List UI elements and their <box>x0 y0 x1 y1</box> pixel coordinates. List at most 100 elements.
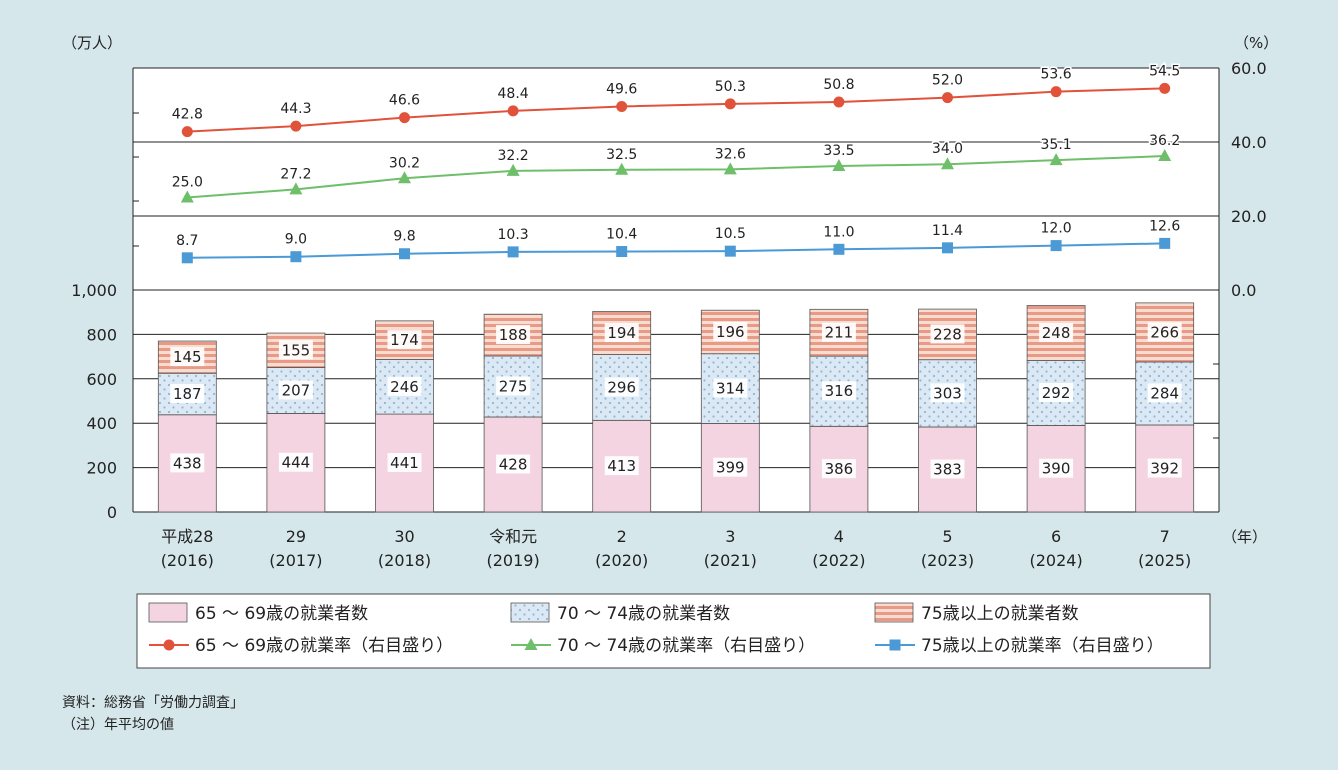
footnote: （注）年平均の値 <box>62 717 174 733</box>
bar-data-label: 246 <box>390 378 419 396</box>
x-tick-label: 7 <box>1160 527 1170 546</box>
x-tick-label: 平成28 <box>161 527 213 546</box>
left-tick-label: 800 <box>86 325 117 344</box>
bar-label-bg <box>713 321 748 341</box>
bar-label-bg <box>387 453 422 473</box>
x-tick-label-year: (2020) <box>595 551 648 570</box>
right-axis-unit: （%） <box>1234 34 1278 52</box>
legend-label-bar-75-plus: 75歳以上の就業者数 <box>921 604 1079 624</box>
bar-data-label: 196 <box>716 323 745 341</box>
line-data-label: 50.3 <box>715 79 746 95</box>
marker-circle <box>507 105 519 117</box>
bar-label-bg <box>170 384 205 404</box>
bar-label-bg <box>1039 383 1074 403</box>
line-data-label: 30.2 <box>389 155 420 171</box>
x-tick-label: 29 <box>286 527 306 546</box>
marker-circle <box>616 100 628 112</box>
left-tick-label: 400 <box>86 414 117 433</box>
right-tick-label: 60.0 <box>1231 59 1267 78</box>
x-tick-label: 30 <box>394 527 414 546</box>
x-tick-label: 5 <box>942 527 952 546</box>
marker-circle <box>1159 82 1171 94</box>
line-data-label: 32.6 <box>715 146 746 162</box>
x-tick-label: 令和元 <box>489 527 537 546</box>
bar-label-bg <box>930 459 965 479</box>
legend-label-bar-70-74: 70 ～ 74歳の就業者数 <box>557 604 730 624</box>
x-tick-label-year: (2024) <box>1029 551 1082 570</box>
marker-triangle <box>506 163 520 176</box>
bar-data-label: 248 <box>1042 324 1071 342</box>
bar-label-bg <box>713 378 748 398</box>
bar-data-label: 292 <box>1042 384 1071 402</box>
bar-label-bg <box>278 340 313 360</box>
bar-data-label: 386 <box>825 460 854 478</box>
bar-data-label: 316 <box>825 382 854 400</box>
bar-data-label: 188 <box>499 326 528 344</box>
bar-label-bg <box>821 322 856 342</box>
bar-65-69 <box>809 425 869 513</box>
marker-circle <box>1050 86 1062 98</box>
left-tick-label: 200 <box>86 459 117 478</box>
bar-data-label: 303 <box>933 384 962 402</box>
bar-data-label: 207 <box>282 381 311 399</box>
x-tick-label-year: (2023) <box>921 551 974 570</box>
x-tick-label: 2 <box>617 527 627 546</box>
bar-label-bg <box>604 323 639 343</box>
bar-data-label: 228 <box>933 325 962 343</box>
legend-box <box>136 593 1211 669</box>
line-data-label: 52.0 <box>932 73 963 89</box>
x-tick-label-year: (2017) <box>269 551 322 570</box>
marker-circle <box>833 96 845 108</box>
line-data-label: 12.6 <box>1149 218 1180 234</box>
bar-data-label: 275 <box>499 377 528 395</box>
line-data-label: 49.6 <box>606 81 637 97</box>
x-tick-label: 3 <box>725 527 735 546</box>
bar-data-label: 441 <box>390 454 419 472</box>
marker-square <box>181 252 193 264</box>
x-tick-label-year: (2016) <box>161 551 214 570</box>
left-axis-unit: （万人） <box>62 34 122 52</box>
marker-circle <box>290 120 302 132</box>
bar-label-bg <box>387 330 422 350</box>
line-data-label: 36.2 <box>1149 133 1180 149</box>
line-data-label: 10.4 <box>606 227 637 243</box>
bar-label-bg <box>1147 383 1182 403</box>
bar-label-bg <box>930 383 965 403</box>
marker-triangle <box>1049 153 1063 166</box>
legend-swatch-bar-70-74 <box>510 602 550 623</box>
marker-square <box>833 243 845 255</box>
bar-label-bg <box>496 454 531 474</box>
line-data-label: 11.0 <box>823 224 854 240</box>
bar-data-label: 145 <box>173 348 202 366</box>
line-65-69 <box>187 87 1165 133</box>
line-data-label: 10.5 <box>715 226 746 242</box>
legend-label-line-75-plus: 75歳以上の就業率（右目盛り） <box>921 636 1164 656</box>
bar-label-bg <box>496 376 531 396</box>
x-tick-label-year: (2018) <box>378 551 431 570</box>
left-tick-label: 1,000 <box>71 281 117 300</box>
marker-square <box>1159 237 1171 249</box>
bar-label-bg <box>604 456 639 476</box>
bar-label-bg <box>604 377 639 397</box>
bar-75-plus <box>918 308 977 361</box>
bar-label-bg <box>930 324 965 344</box>
line-data-label: 32.2 <box>498 148 529 164</box>
line-data-label: 53.6 <box>1041 67 1072 83</box>
marker-square <box>942 242 953 254</box>
bar-data-label: 314 <box>716 380 745 398</box>
line-data-label: 50.8 <box>823 77 854 93</box>
legend-swatch-bar-75-plus <box>874 602 914 623</box>
bar-label-bg <box>170 347 205 367</box>
marker-square <box>724 245 736 257</box>
marker-triangle <box>941 157 954 170</box>
x-axis-unit: （年） <box>1222 528 1267 546</box>
marker-circle <box>724 98 736 110</box>
left-tick-label: 600 <box>86 370 117 389</box>
bar-label-bg <box>496 325 531 345</box>
bar-data-label: 194 <box>607 324 636 342</box>
x-tick-label-year: (2025) <box>1138 551 1191 570</box>
marker-square <box>290 251 302 263</box>
bar-label-bg <box>1039 458 1074 478</box>
